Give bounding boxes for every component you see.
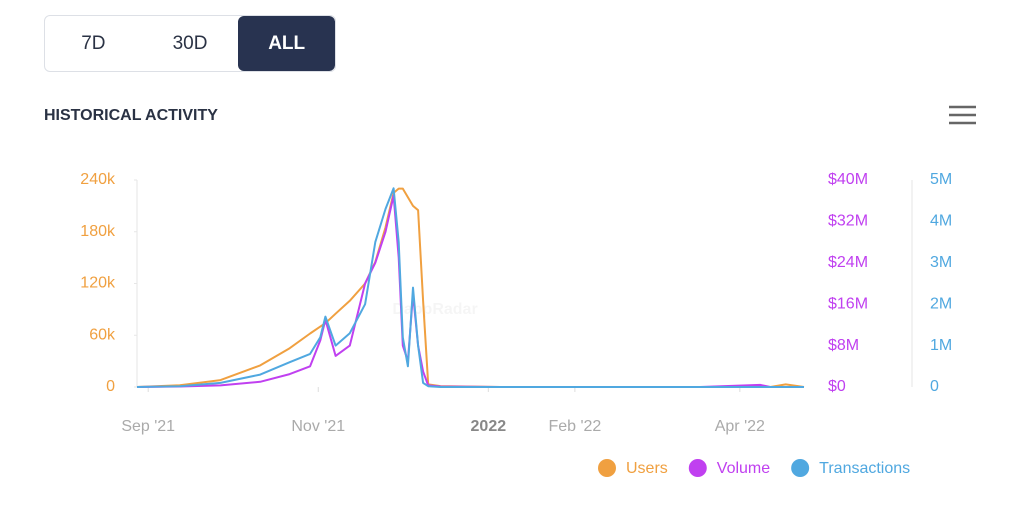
y-tick-label: 120k [80, 275, 116, 292]
legend-label[interactable]: Volume [717, 460, 770, 477]
y-tick-label: 0 [930, 378, 939, 395]
y-tick-label: 60k [89, 326, 116, 343]
y-tick-label: 2M [930, 295, 952, 312]
x-tick-label: Sep '21 [121, 418, 175, 435]
y-tick-label: $24M [828, 254, 868, 271]
legend-label[interactable]: Transactions [819, 460, 910, 477]
x-tick-label: Nov '21 [291, 418, 345, 435]
range-button[interactable]: 7D [81, 32, 106, 54]
y-tick-label: $8M [828, 337, 859, 354]
legend-marker [791, 459, 810, 477]
range-button[interactable]: ALL [238, 16, 335, 71]
y-tick-label: 5M [930, 171, 952, 188]
y-tick-label: 0 [106, 378, 115, 395]
x-tick-label: 2022 [471, 418, 507, 435]
legend-label[interactable]: Users [626, 460, 668, 477]
legend-marker [598, 459, 616, 477]
y-tick-label: $40M [828, 171, 868, 188]
series-line [136, 194, 804, 388]
legend-marker [688, 459, 707, 477]
range-selector: 7D 30D ALL [44, 15, 336, 72]
y-tick-label: $32M [828, 213, 868, 230]
y-tick-label: 1M [930, 337, 952, 354]
series-line [136, 187, 805, 388]
menu-icon[interactable] [949, 105, 976, 125]
y-tick-label: 3M [930, 254, 952, 271]
y-tick-label: 240k [80, 171, 116, 188]
y-tick-label: 4M [930, 213, 952, 230]
x-tick-label: Apr '22 [715, 418, 765, 435]
y-tick-label: 180k [80, 223, 116, 240]
y-tick-label: $16M [828, 295, 868, 312]
range-button[interactable]: 30D [172, 32, 208, 54]
chart-title: HISTORICAL ACTIVITY [44, 107, 218, 124]
watermark: DappRadar [392, 301, 477, 318]
y-tick-label: $0 [828, 378, 846, 395]
series-line [136, 187, 804, 388]
x-tick-label: Feb '22 [548, 418, 601, 435]
